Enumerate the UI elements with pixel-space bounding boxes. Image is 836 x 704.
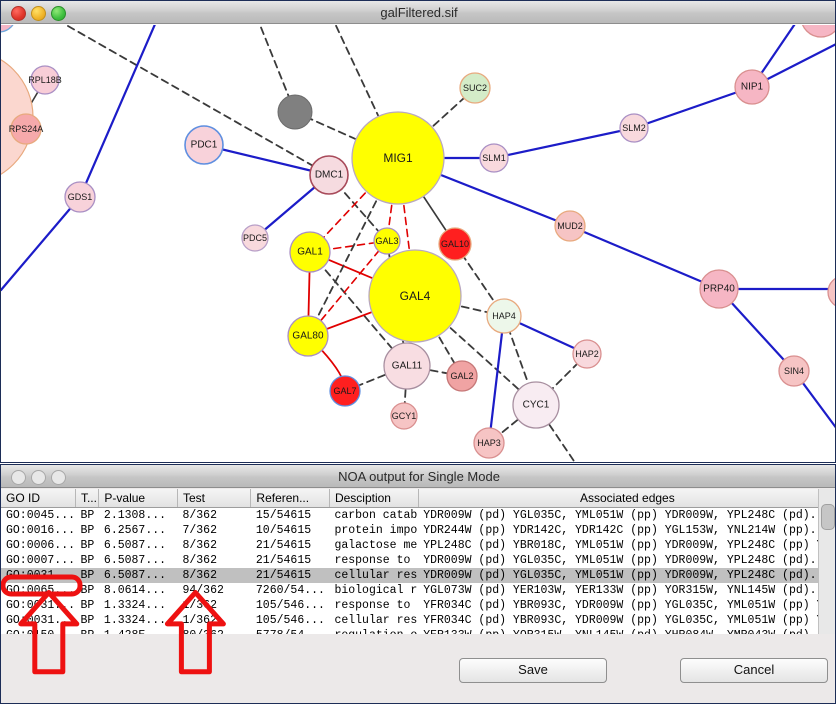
svg-text:DMC1: DMC1 <box>315 170 344 181</box>
svg-text:SLM1: SLM1 <box>482 153 506 163</box>
svg-text:GAL10: GAL10 <box>441 239 469 249</box>
svg-text:SIN4: SIN4 <box>784 366 804 376</box>
svg-text:HAP4: HAP4 <box>492 311 516 321</box>
svg-text:RPL18B: RPL18B <box>28 75 62 85</box>
svg-text:RPS24A: RPS24A <box>9 124 44 134</box>
svg-text:PDC5: PDC5 <box>243 233 267 243</box>
svg-text:GAL4: GAL4 <box>400 289 431 303</box>
svg-text:GAL11: GAL11 <box>392 361 423 372</box>
svg-text:GAL3: GAL3 <box>375 236 398 246</box>
svg-text:CYC1: CYC1 <box>523 400 550 411</box>
svg-text:HAP3: HAP3 <box>477 438 501 448</box>
svg-text:MIG1: MIG1 <box>383 151 413 165</box>
svg-text:GAL7: GAL7 <box>333 386 356 396</box>
svg-text:HAP2: HAP2 <box>575 349 599 359</box>
svg-text:GDS1: GDS1 <box>68 192 93 202</box>
svg-text:SLM2: SLM2 <box>622 123 646 133</box>
svg-text:NIP1: NIP1 <box>741 82 764 93</box>
svg-text:PRP40: PRP40 <box>703 284 735 295</box>
svg-text:GAL1: GAL1 <box>297 247 323 258</box>
svg-text:PDC1: PDC1 <box>191 140 218 151</box>
svg-text:GAL2: GAL2 <box>450 371 473 381</box>
svg-text:GAL80: GAL80 <box>292 331 324 342</box>
svg-text:MUD2: MUD2 <box>557 221 583 231</box>
svg-text:SUC2: SUC2 <box>463 83 487 93</box>
svg-text:GCY1: GCY1 <box>392 411 417 421</box>
